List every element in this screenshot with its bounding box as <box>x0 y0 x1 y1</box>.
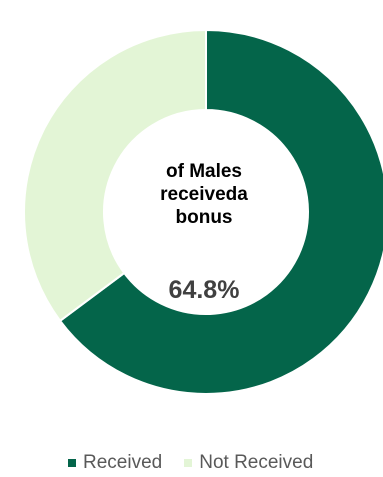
center-label-line-1: of Males <box>165 161 243 182</box>
donut-slice-received <box>58 28 383 395</box>
legend-item-received: Received <box>68 452 162 474</box>
legend-item-not-received: Not Received <box>184 452 313 474</box>
legend-label-not-received: Not Received <box>199 452 314 473</box>
center-label: of Males receiveda bonus <box>104 160 304 229</box>
center-label-line-2: receiveda <box>160 184 248 205</box>
legend-swatch-received <box>68 459 76 467</box>
donut-slice-not-received <box>23 28 207 323</box>
center-label-line-3: bonus <box>175 207 233 228</box>
legend-swatch-not-received <box>184 459 193 467</box>
center-value: 64.8% <box>168 276 240 304</box>
legend: Received Not Received <box>68 452 335 474</box>
legend-label-received: Received <box>83 452 163 473</box>
